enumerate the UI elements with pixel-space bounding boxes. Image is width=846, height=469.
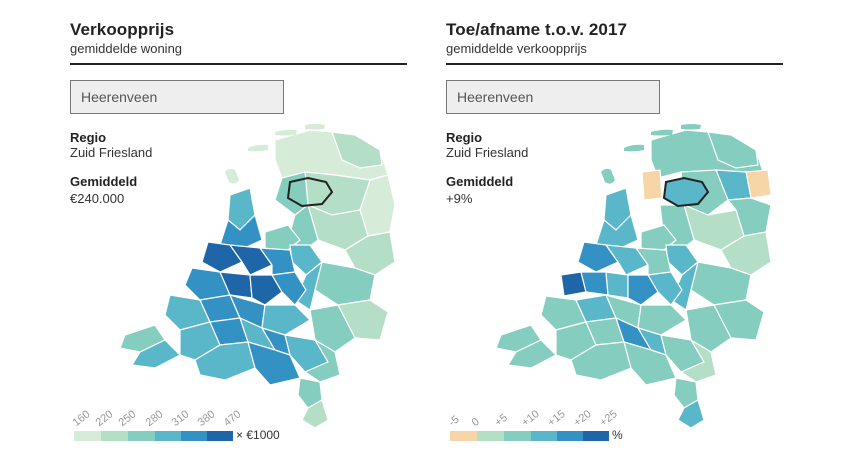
map-region[interactable] xyxy=(507,339,558,369)
map-region[interactable] xyxy=(685,304,732,353)
legend-swatch xyxy=(583,431,609,441)
panel-title: Verkoopprijs xyxy=(70,20,175,39)
map-region[interactable] xyxy=(605,271,629,299)
netherlands-change-map[interactable] xyxy=(446,0,786,469)
legend-tick: +20 xyxy=(571,408,594,429)
map-region[interactable] xyxy=(707,131,759,169)
left-panel: Verkoopprijs gemiddelde woning Regio Zui… xyxy=(70,0,410,469)
legend-tick: 470 xyxy=(221,408,244,429)
legend-tick: 310 xyxy=(169,408,192,429)
map-island[interactable] xyxy=(225,168,239,184)
panel-subtitle: gemiddelde verkoopprijs xyxy=(446,41,587,56)
legend-swatch xyxy=(101,431,128,441)
color-legend: 160 220 250 280 310 380 470 × €1000 xyxy=(70,395,370,455)
average-label: Gemiddeld xyxy=(70,174,138,189)
legend-tick: 220 xyxy=(93,408,116,429)
panel-title: Toe/afname t.o.v. 2017 xyxy=(446,20,628,39)
legend-swatch xyxy=(207,431,233,441)
legend-tick: 380 xyxy=(195,408,218,429)
map-region[interactable] xyxy=(131,339,182,369)
legend-swatch xyxy=(531,431,557,441)
legend-swatch xyxy=(181,431,207,441)
map-region[interactable] xyxy=(301,399,329,429)
panel-subtitle: gemiddelde woning xyxy=(70,41,183,56)
map-island[interactable] xyxy=(624,144,644,152)
map-island[interactable] xyxy=(681,124,701,130)
map-region[interactable] xyxy=(677,399,705,429)
legend-swatch xyxy=(504,431,531,441)
map-island[interactable] xyxy=(601,168,615,184)
region-value: Zuid Friesland xyxy=(446,145,529,160)
map-island[interactable] xyxy=(248,144,268,152)
right-panel: Toe/afname t.o.v. 2017 gemiddelde verkoo… xyxy=(446,0,786,469)
region-label: Regio xyxy=(70,130,107,145)
legend-tick: 0 xyxy=(469,415,482,429)
map-region[interactable] xyxy=(647,271,683,306)
map-region[interactable] xyxy=(201,241,243,273)
map-region[interactable] xyxy=(637,304,687,336)
map-region[interactable] xyxy=(331,131,383,169)
map-region[interactable] xyxy=(271,271,307,306)
legend-swatch xyxy=(477,431,504,441)
map-region[interactable] xyxy=(228,244,273,276)
map-region[interactable] xyxy=(577,241,619,273)
map-island[interactable] xyxy=(651,129,673,136)
average-label: Gemiddeld xyxy=(446,174,514,189)
legend-swatch xyxy=(74,431,101,441)
legend-unit: % xyxy=(612,428,623,442)
divider xyxy=(70,63,407,65)
color-legend: -5 0 +5 +10 +15 +20 +25 % xyxy=(446,395,746,455)
map-island[interactable] xyxy=(305,124,325,130)
divider xyxy=(446,63,783,65)
selected-region-outline[interactable] xyxy=(286,176,334,208)
legend-tick: 250 xyxy=(116,408,139,429)
legend-swatch xyxy=(557,431,583,441)
legend-tick: 160 xyxy=(70,408,93,429)
legend-swatch xyxy=(128,431,155,441)
legend-tick: +5 xyxy=(492,411,510,429)
legend-tick: +25 xyxy=(597,408,620,429)
map-region[interactable] xyxy=(627,274,659,306)
average-value: +9% xyxy=(446,191,473,206)
map-region[interactable] xyxy=(309,304,356,353)
region-value: Zuid Friesland xyxy=(70,145,153,160)
legend-unit: × €1000 xyxy=(236,428,280,442)
selected-region-outline[interactable] xyxy=(662,176,710,208)
legend-tick: -5 xyxy=(446,413,462,429)
region-search-input[interactable] xyxy=(70,80,284,114)
map-region[interactable] xyxy=(261,304,311,336)
region-search-input[interactable] xyxy=(446,80,660,114)
legend-tick: 280 xyxy=(143,408,166,429)
region-label: Regio xyxy=(446,130,483,145)
legend-tick: +15 xyxy=(545,408,568,429)
legend-tick: +10 xyxy=(519,408,542,429)
map-island[interactable] xyxy=(275,129,297,136)
map-region[interactable] xyxy=(604,244,649,276)
map-region[interactable] xyxy=(249,274,283,306)
map-region[interactable] xyxy=(641,169,663,201)
legend-swatch xyxy=(155,431,181,441)
legend-swatch xyxy=(450,431,477,441)
average-value: €240.000 xyxy=(70,191,125,206)
netherlands-price-map[interactable] xyxy=(70,0,410,469)
